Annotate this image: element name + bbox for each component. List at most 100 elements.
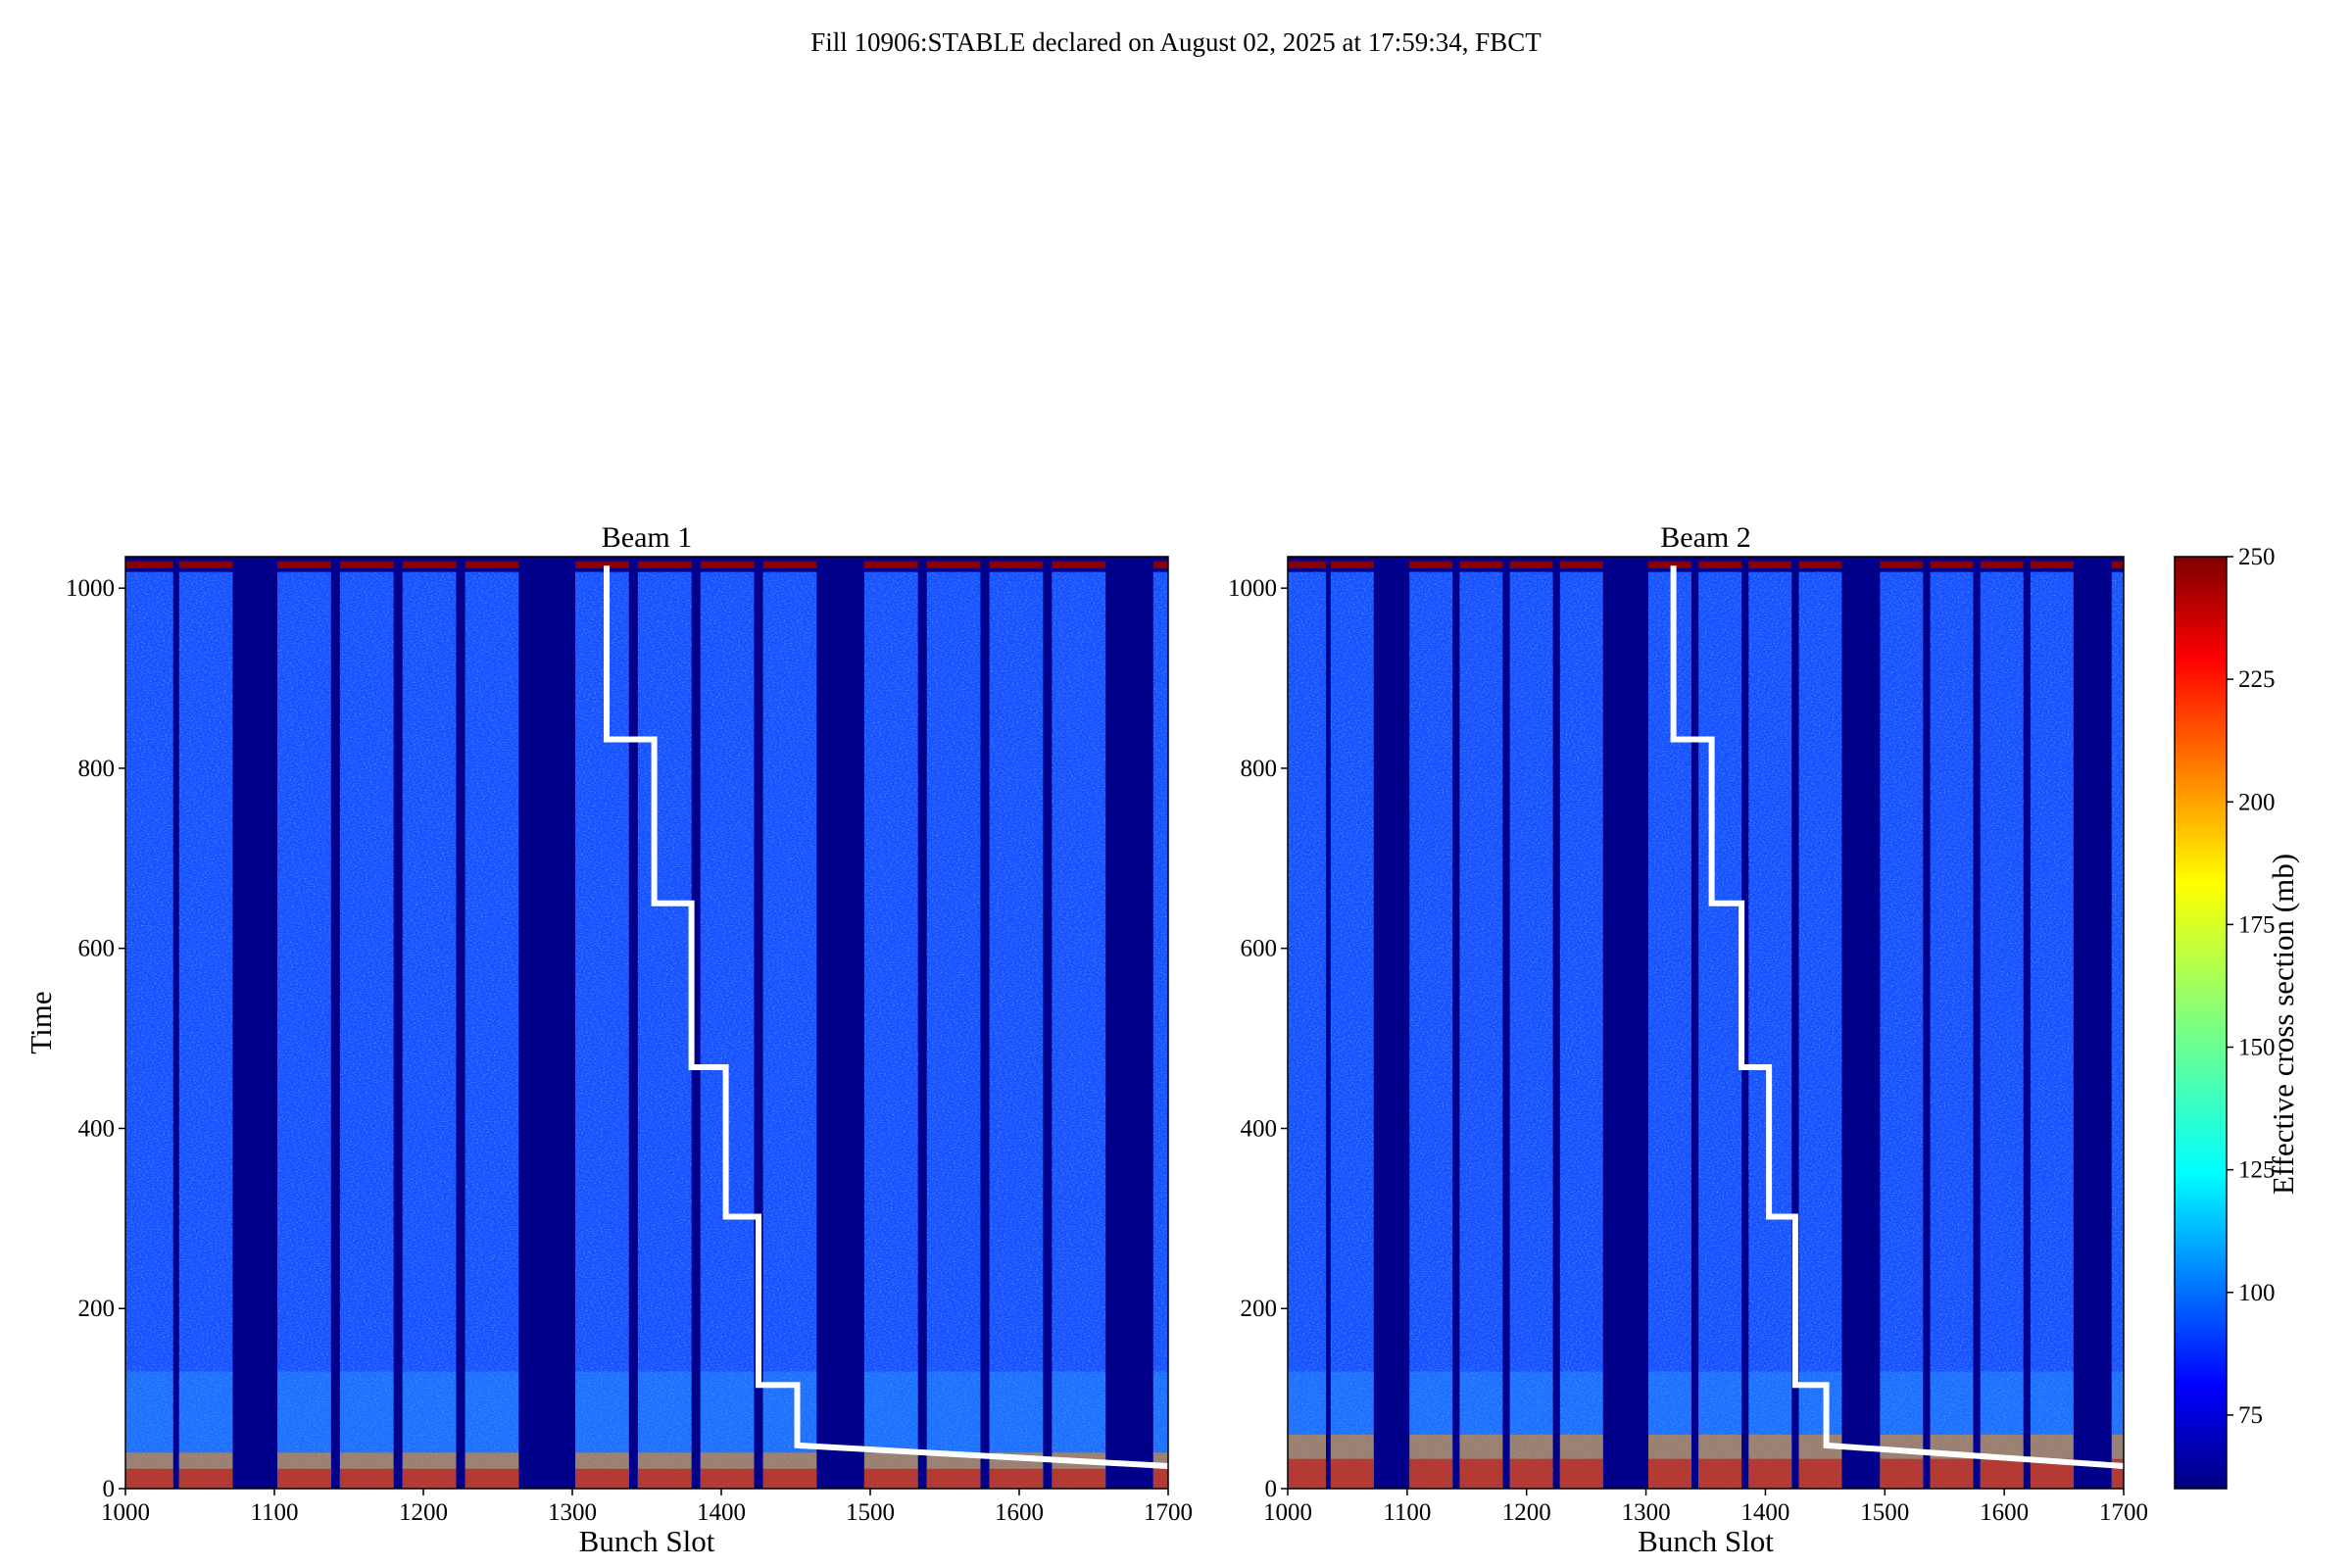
- train-noise: [1798, 571, 1842, 1489]
- train-peak-region: [762, 1468, 817, 1489]
- train-top-strip: [1459, 561, 1503, 568]
- colorbar-tick-label: 225: [2238, 666, 2276, 693]
- colorbar-label: Effective cross section (mb): [2266, 854, 2300, 1195]
- train-top-strip: [762, 561, 817, 568]
- train-noise: [700, 571, 755, 1489]
- colorbar-tick-label: 200: [2238, 789, 2276, 815]
- y-tick-label: 400: [78, 1115, 116, 1142]
- x-tick-label: 1000: [1263, 1499, 1312, 1526]
- train-top-strip: [178, 561, 233, 568]
- train-noise: [1980, 571, 2024, 1489]
- train-top-strip: [1930, 561, 1974, 568]
- train-peak-region: [1152, 1468, 1168, 1489]
- train-top-strip: [1980, 561, 2024, 568]
- train-top-strip: [1052, 561, 1106, 568]
- train-noise: [1559, 571, 1603, 1489]
- colorbar-gradient: [2174, 556, 2228, 1490]
- x-tick-label: 1200: [399, 1499, 448, 1526]
- train-noise: [178, 571, 233, 1489]
- y-tick-label: 600: [78, 936, 116, 962]
- beam2-panel: 1000 1100 1200 1300 1400 1500 1600 1700 0 200 400 6…: [1228, 521, 2148, 1558]
- y-tick-label: 200: [78, 1296, 116, 1322]
- x-tick-label: 1500: [1860, 1499, 1909, 1526]
- x-tick-label: 1400: [697, 1499, 746, 1526]
- train-top-strip: [700, 561, 755, 568]
- train-top-strip: [1798, 561, 1842, 568]
- x-tick-label: 1100: [1383, 1499, 1431, 1526]
- train-peak-region: [1288, 1458, 1326, 1489]
- train-noise: [1880, 571, 1924, 1489]
- train-top-strip: [125, 561, 173, 568]
- train-noise: [1459, 571, 1503, 1489]
- train-top-strip: [637, 561, 692, 568]
- train-noise: [1330, 571, 1374, 1489]
- train-top-strip: [277, 561, 331, 568]
- train-top-strip: [1698, 561, 1742, 568]
- train-top-strip: [863, 561, 918, 568]
- train-noise: [1409, 571, 1453, 1489]
- train-peak-region: [1052, 1468, 1106, 1489]
- train-noise: [989, 571, 1044, 1489]
- y-tick-label: 1000: [1228, 575, 1277, 602]
- train-noise: [1698, 571, 1742, 1489]
- train-top-strip: [575, 561, 629, 568]
- train-noise: [1748, 571, 1792, 1489]
- train-peak-region: [1980, 1458, 2024, 1489]
- figure-suptitle: Fill 10906:STABLE declared on August 02,…: [810, 27, 1542, 57]
- train-noise: [575, 571, 629, 1489]
- train-noise: [637, 571, 692, 1489]
- colorbar-tick-label: 75: [2238, 1402, 2263, 1429]
- train-noise: [402, 571, 457, 1489]
- train-noise: [1288, 571, 1326, 1489]
- train-noise: [277, 571, 331, 1489]
- train-noise: [2030, 571, 2074, 1489]
- train-top-strip: [2030, 561, 2074, 568]
- plot-frame: [124, 556, 1169, 1490]
- train-noise: [1930, 571, 1974, 1489]
- overlay-line: [1670, 565, 2125, 1469]
- train-peak-region: [863, 1468, 918, 1489]
- train-top-strip: [1409, 561, 1453, 568]
- train-peak-region: [402, 1468, 457, 1489]
- x-tick-label: 1400: [1740, 1499, 1789, 1526]
- y-tick-label: 800: [78, 756, 116, 782]
- colorbar: Effective cross section (mb) 75 100 125 150…: [2174, 544, 2300, 1490]
- train-peak-region: [339, 1468, 394, 1489]
- x-axis-label: Bunch Slot: [579, 1524, 715, 1558]
- y-tick-label: 1000: [66, 575, 115, 602]
- train-top-strip: [1152, 561, 1168, 568]
- colorbar-tick-label: 175: [2238, 911, 2276, 938]
- train-noise: [125, 571, 173, 1489]
- train-noise: [1052, 571, 1106, 1489]
- x-tick-label: 1200: [1502, 1499, 1551, 1526]
- train-top-strip: [402, 561, 457, 568]
- x-tick-label: 1500: [846, 1499, 895, 1526]
- plot-frame: [1287, 556, 2125, 1490]
- train-top-strip: [1880, 561, 1924, 568]
- train-noise: [339, 571, 394, 1489]
- y-axis-label: Time: [24, 991, 58, 1054]
- train-noise: [926, 571, 981, 1489]
- x-tick-label: 1700: [2099, 1499, 2148, 1526]
- train-peak-region: [277, 1468, 331, 1489]
- beam1-panel: 1000 1100 1200 1300 1400 1500 1600 1700 0 200 400 6…: [24, 521, 1193, 1558]
- train-noise: [2111, 571, 2124, 1489]
- train-peak-region: [1930, 1458, 1974, 1489]
- train-top-strip: [926, 561, 981, 568]
- colorbar-tick-label: 100: [2238, 1280, 2276, 1306]
- train-top-strip: [2111, 561, 2124, 568]
- x-tick-label: 1600: [1980, 1499, 2029, 1526]
- train-peak-region: [1748, 1458, 1792, 1489]
- train-noise: [1648, 571, 1691, 1489]
- panel-title: Beam 2: [1660, 521, 1750, 554]
- train-top-strip: [1509, 561, 1553, 568]
- panel-title: Beam 1: [602, 521, 692, 554]
- y-tick-label: 200: [1241, 1296, 1278, 1322]
- train-noise: [465, 571, 519, 1489]
- train-noise: [1509, 571, 1553, 1489]
- train-peak-region: [989, 1468, 1044, 1489]
- colorbar-tick-label: 150: [2238, 1035, 2276, 1061]
- train-peak-region: [1459, 1458, 1503, 1489]
- train-peak-region: [1330, 1458, 1374, 1489]
- x-tick-label: 1300: [548, 1499, 597, 1526]
